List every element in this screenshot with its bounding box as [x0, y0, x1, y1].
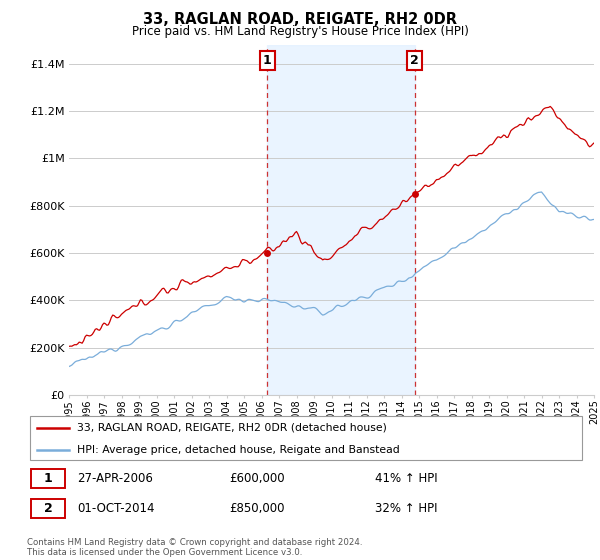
Text: 2: 2 [410, 54, 419, 67]
Text: 1: 1 [263, 54, 271, 67]
Text: 41% ↑ HPI: 41% ↑ HPI [375, 472, 437, 485]
Bar [267, 45, 415, 395]
FancyBboxPatch shape [31, 499, 65, 517]
Text: 33, RAGLAN ROAD, REIGATE, RH2 0DR: 33, RAGLAN ROAD, REIGATE, RH2 0DR [143, 12, 457, 27]
Text: HPI: Average price, detached house, Reigate and Banstead: HPI: Average price, detached house, Reig… [77, 445, 400, 455]
Text: 27-APR-2006: 27-APR-2006 [77, 472, 154, 485]
Text: Price paid vs. HM Land Registry's House Price Index (HPI): Price paid vs. HM Land Registry's House … [131, 25, 469, 38]
Text: 1: 1 [44, 472, 53, 485]
FancyBboxPatch shape [30, 416, 583, 460]
Text: 32% ↑ HPI: 32% ↑ HPI [375, 502, 437, 515]
Text: 01-OCT-2014: 01-OCT-2014 [77, 502, 155, 515]
Text: £600,000: £600,000 [229, 472, 284, 485]
Text: £850,000: £850,000 [229, 502, 284, 515]
Text: 33, RAGLAN ROAD, REIGATE, RH2 0DR (detached house): 33, RAGLAN ROAD, REIGATE, RH2 0DR (detac… [77, 423, 388, 433]
FancyBboxPatch shape [31, 469, 65, 488]
Text: 2: 2 [44, 502, 53, 515]
Text: Contains HM Land Registry data © Crown copyright and database right 2024.
This d: Contains HM Land Registry data © Crown c… [27, 538, 362, 557]
